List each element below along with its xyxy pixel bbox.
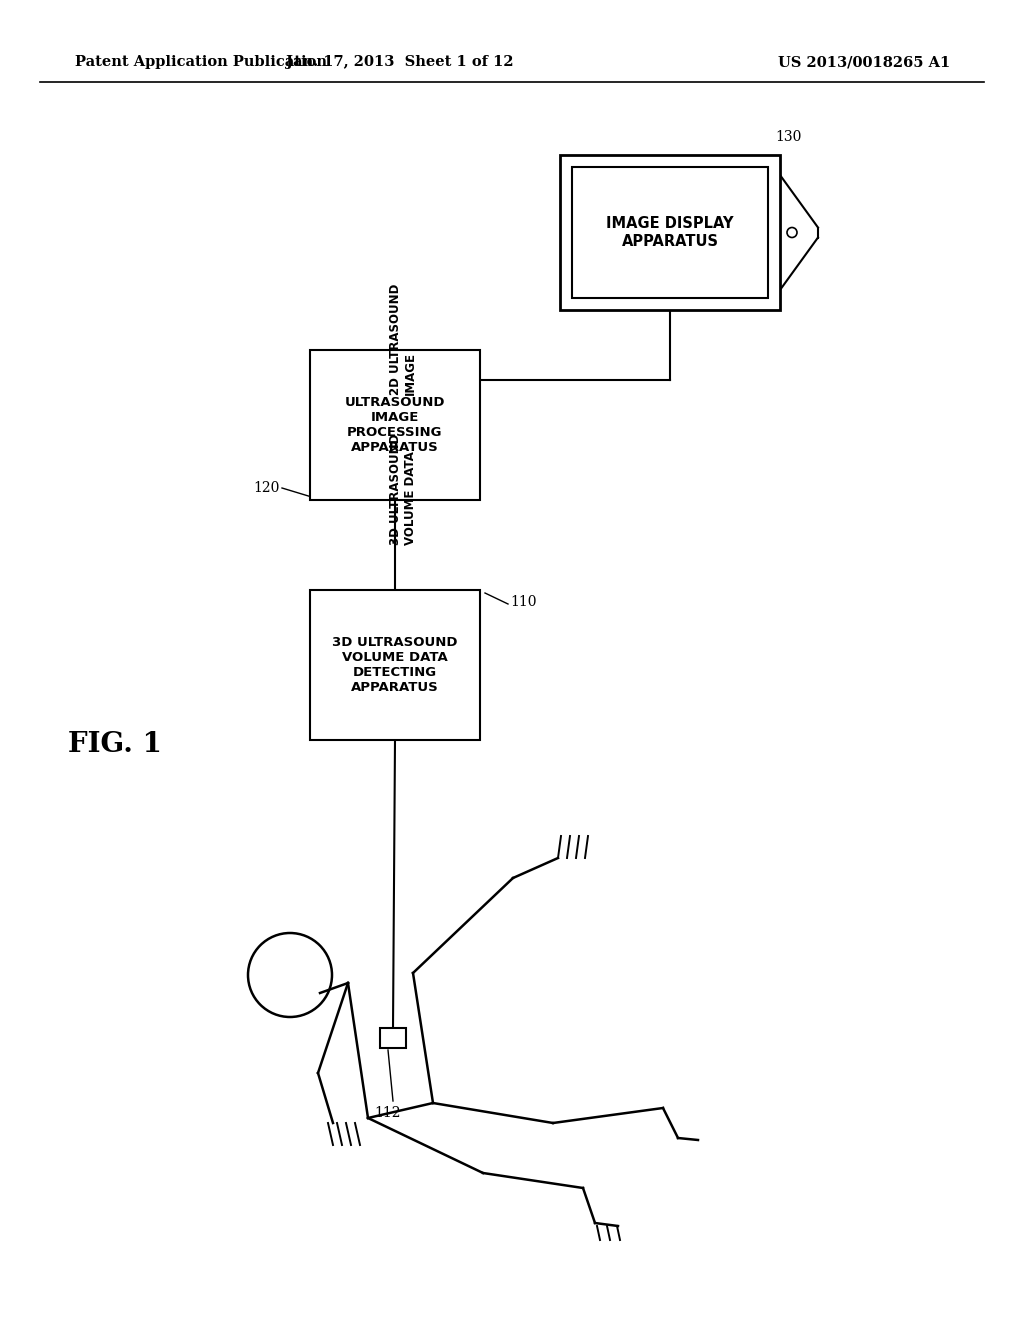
Bar xyxy=(380,1028,406,1048)
Text: FIG. 1: FIG. 1 xyxy=(68,731,162,759)
Text: Patent Application Publication: Patent Application Publication xyxy=(75,55,327,69)
Text: ULTRASOUND
IMAGE
PROCESSING
APPARATUS: ULTRASOUND IMAGE PROCESSING APPARATUS xyxy=(345,396,445,454)
Bar xyxy=(572,168,768,298)
Text: 120: 120 xyxy=(254,480,280,495)
Text: 130: 130 xyxy=(775,129,802,144)
Text: Jan. 17, 2013  Sheet 1 of 12: Jan. 17, 2013 Sheet 1 of 12 xyxy=(286,55,514,69)
Text: US 2013/0018265 A1: US 2013/0018265 A1 xyxy=(778,55,950,69)
Text: 112: 112 xyxy=(375,1106,401,1119)
Text: 3D ULTRASOUND
VOLUME DATA: 3D ULTRASOUND VOLUME DATA xyxy=(389,434,417,545)
Bar xyxy=(310,350,480,500)
Text: 2D ULTRASOUND
IMAGE: 2D ULTRASOUND IMAGE xyxy=(389,284,417,395)
Text: IMAGE DISPLAY
APPARATUS: IMAGE DISPLAY APPARATUS xyxy=(606,216,734,248)
Text: 110: 110 xyxy=(510,595,537,609)
Bar xyxy=(560,154,780,310)
Text: 3D ULTRASOUND
VOLUME DATA
DETECTING
APPARATUS: 3D ULTRASOUND VOLUME DATA DETECTING APPA… xyxy=(332,636,458,694)
Bar xyxy=(310,590,480,741)
